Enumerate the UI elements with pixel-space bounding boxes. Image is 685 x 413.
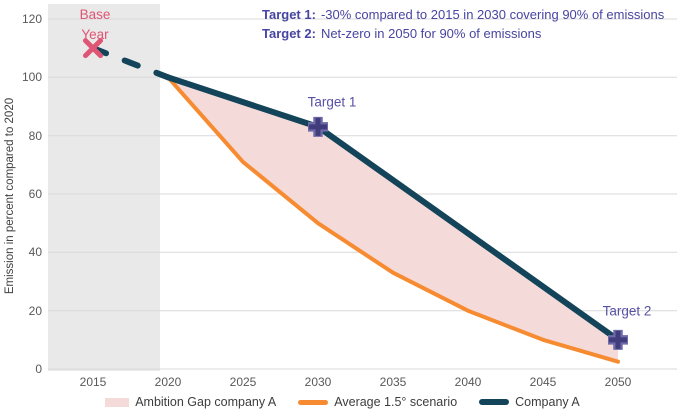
y-tick-label: 20 — [28, 303, 42, 318]
legend-label: Company A — [515, 395, 580, 409]
legend-item-scenario: Average 1.5° scenario — [298, 395, 457, 409]
target-plus-marker-icon — [609, 330, 627, 349]
x-tick-label: 2050 — [604, 375, 632, 389]
target1-annotation: Target 1: -30% compared to 2015 in 2030 c… — [262, 6, 664, 25]
x-tick-label: 2015 — [79, 375, 107, 389]
x-tick-label: 2020 — [154, 375, 182, 389]
y-tick-label: 40 — [28, 245, 42, 260]
navy-line-swatch-icon — [479, 399, 510, 405]
legend-item-ambition-gap: Ambition Gap company A — [105, 395, 276, 409]
target1-annotation-text: -30% compared to 2015 in 2030 covering 9… — [320, 7, 665, 22]
x-tick-label: 2045 — [529, 375, 557, 389]
targets-annotation: Target 1: -30% compared to 2015 in 2030 c… — [262, 6, 664, 43]
target2-annotation: Target 2: Net-zero in 2050 for 90% of emi… — [262, 25, 664, 44]
base-year-label: Base Year — [79, 7, 111, 42]
target2-point-label: Target 2 — [602, 303, 652, 319]
company-a-dashed-line — [90, 45, 171, 81]
y-tick-label: 60 — [28, 186, 42, 201]
legend-label: Ambition Gap company A — [135, 395, 277, 409]
pre-2020-band — [48, 4, 160, 371]
y-tick-label: 120 — [21, 11, 42, 26]
x-tick-label: 2035 — [379, 375, 407, 389]
y-tick-label: 0 — [35, 362, 42, 376]
target2-annotation-label: Target 2: — [262, 25, 316, 41]
area-swatch-icon — [105, 397, 130, 407]
x-tick-label: 2030 — [304, 375, 332, 389]
scenario-line — [166, 75, 620, 364]
ambition-gap-area — [168, 77, 618, 362]
x-tick-label: 2040 — [454, 375, 482, 389]
chart-legend: Ambition Gap company A Average 1.5° scen… — [0, 395, 685, 409]
legend-item-company-a: Company A — [479, 395, 580, 409]
target-plus-marker-icon — [309, 117, 327, 136]
base-year-x-marker-icon — [83, 38, 103, 59]
target2-annotation-text: Net-zero in 2050 for 90% of emissions — [320, 25, 542, 41]
x-tick-label: 2025 — [229, 375, 257, 389]
target1-annotation-label: Target 1: — [262, 7, 316, 22]
target1-point-label: Target 1 — [307, 94, 357, 110]
orange-line-swatch-icon — [298, 399, 329, 405]
y-tick-label: 100 — [21, 70, 42, 85]
legend-label: Average 1.5° scenario — [334, 395, 458, 409]
y-tick-label: 80 — [28, 128, 42, 143]
